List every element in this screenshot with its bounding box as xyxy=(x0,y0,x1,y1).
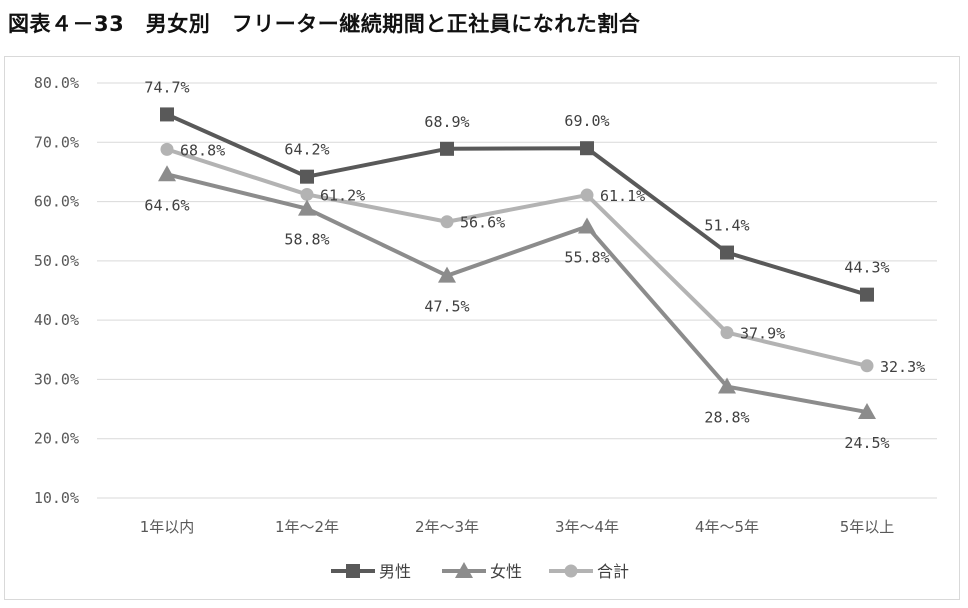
legend-label-male: 男性 xyxy=(379,562,411,581)
data-point-total xyxy=(860,359,874,373)
data-label-male: 74.7% xyxy=(144,78,189,96)
data-label-female: 55.8% xyxy=(564,248,609,266)
data-point-female xyxy=(858,403,876,420)
data-label-male: 69.0% xyxy=(564,112,609,130)
data-label-female: 24.5% xyxy=(844,434,889,452)
y-tick-label: 50.0% xyxy=(34,252,79,270)
data-label-total: 68.8% xyxy=(180,141,225,159)
data-point-total xyxy=(160,142,174,156)
data-point-female xyxy=(718,377,736,394)
data-label-total: 61.2% xyxy=(320,186,365,204)
data-point-total xyxy=(580,188,594,202)
data-point-total xyxy=(720,326,734,340)
y-tick-label: 80.0% xyxy=(34,74,79,92)
x-category-label: 2年～3年 xyxy=(415,518,479,536)
y-tick-label: 70.0% xyxy=(34,133,79,151)
data-label-total: 61.1% xyxy=(600,187,645,205)
data-point-female xyxy=(578,217,596,234)
chart-title: 図表４－33 男女別 フリーター継続期間と正社員になれた割合 xyxy=(8,12,641,36)
data-point-total xyxy=(300,187,314,201)
data-label-total: 32.3% xyxy=(880,358,925,376)
data-point-female xyxy=(158,165,176,182)
x-category-label: 1年～2年 xyxy=(275,518,339,536)
x-category-label: 1年以内 xyxy=(140,518,195,536)
data-point-male xyxy=(440,141,454,156)
y-tick-label: 10.0% xyxy=(34,489,79,507)
x-category-label: 3年～4年 xyxy=(555,518,619,536)
legend-label-female: 女性 xyxy=(490,562,522,581)
series-line-female xyxy=(166,172,868,415)
data-point-male xyxy=(580,141,594,156)
series-line-male xyxy=(166,112,868,297)
y-tick-label: 60.0% xyxy=(34,193,79,211)
data-label-male: 68.9% xyxy=(424,113,469,131)
data-point-male xyxy=(300,169,314,184)
chart-panel: 10.0% 20.0% 30.0% 40.0% 50.0% 60.0% 70.0% 80.0%… xyxy=(4,56,960,600)
x-category-label: 5年以上 xyxy=(840,518,895,536)
data-label-female: 47.5% xyxy=(424,298,469,316)
x-category-label: 4年～5年 xyxy=(695,518,759,536)
data-label-male: 64.2% xyxy=(284,141,329,159)
legend-marker-male xyxy=(346,564,360,578)
legend-marker-female xyxy=(455,562,473,578)
data-point-male xyxy=(720,245,734,260)
data-label-male: 51.4% xyxy=(704,217,749,235)
data-label-male: 44.3% xyxy=(844,259,889,277)
data-label-female: 64.6% xyxy=(144,196,189,214)
y-tick-label: 40.0% xyxy=(34,311,79,329)
data-label-total: 56.6% xyxy=(460,214,505,232)
data-label-female: 28.8% xyxy=(704,409,749,427)
y-tick-label: 30.0% xyxy=(34,370,79,388)
data-point-total xyxy=(440,215,454,229)
data-point-male xyxy=(160,107,174,122)
data-point-female xyxy=(438,266,456,283)
data-point-male xyxy=(860,287,874,302)
data-label-total: 37.9% xyxy=(740,325,785,343)
data-point-female xyxy=(298,199,316,216)
data-label-female: 58.8% xyxy=(284,231,329,249)
legend-label-total: 合計 xyxy=(597,562,629,581)
series-line-total xyxy=(166,147,868,368)
line-chart: 10.0% 20.0% 30.0% 40.0% 50.0% 60.0% 70.0% 80.0%… xyxy=(34,74,937,581)
y-tick-label: 20.0% xyxy=(34,430,79,448)
legend-marker-total xyxy=(564,564,578,578)
